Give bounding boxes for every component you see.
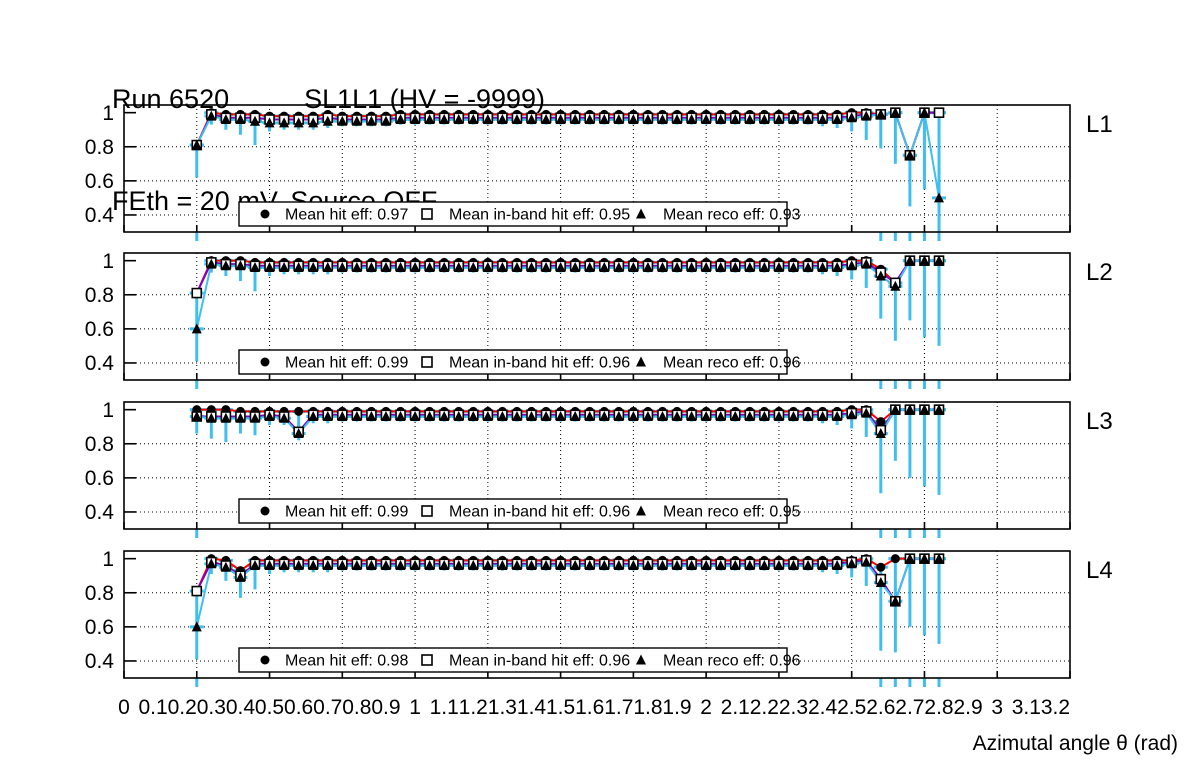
panel-l4: Mean hit eff: 0.98 Mean in-band hit eff: … <box>123 550 1071 687</box>
y-tick-label: 0.6 <box>84 169 114 193</box>
x-tick-label: 1.4 <box>516 696 547 719</box>
legend-l2: Mean hit eff: 0.99 Mean in-band hit eff: … <box>238 349 801 375</box>
x-tick-label: 3.2 <box>1040 696 1071 719</box>
svg-text:Mean hit eff: 0.98: Mean hit eff: 0.98 <box>285 653 408 670</box>
y-tick-label: 0.4 <box>84 203 114 227</box>
svg-text:Mean in-band hit eff: 0.95: Mean in-band hit eff: 0.95 <box>449 207 630 224</box>
x-tick-label: 2.8 <box>924 696 954 719</box>
x-axis-title: Azimutal angle θ (rad) <box>972 732 1178 755</box>
svg-text:Mean hit eff: 0.99: Mean hit eff: 0.99 <box>285 504 408 521</box>
y-tick-label: 1 <box>102 547 114 571</box>
x-tick-label: 1.1 <box>429 696 459 719</box>
x-tick-label: 2.5 <box>837 696 867 719</box>
x-tick-label: 2.7 <box>895 696 925 719</box>
x-tick-label: 1.7 <box>604 696 634 719</box>
x-tick-label: 2.6 <box>866 696 896 719</box>
y-tick-label: 0.8 <box>84 432 114 456</box>
x-tick-label: 2.4 <box>807 696 838 719</box>
y-tick-label: 1 <box>102 101 114 125</box>
y-tick-label: 0.6 <box>84 317 114 341</box>
svg-text:Mean reco eff: 0.95: Mean reco eff: 0.95 <box>663 504 801 521</box>
panel-label-l2: L2 <box>1086 259 1113 286</box>
y-tick-label: 0.8 <box>84 581 114 605</box>
y-tick-label: 0.6 <box>84 466 114 490</box>
svg-text:Mean hit eff: 0.97: Mean hit eff: 0.97 <box>285 207 408 224</box>
x-tick-label: 1.8 <box>633 696 663 719</box>
x-tick-label: 1.5 <box>546 696 576 719</box>
y-tick-label: 0.4 <box>84 351 114 375</box>
svg-text:Mean in-band hit eff: 0.96: Mean in-band hit eff: 0.96 <box>449 355 630 372</box>
y-tick-label: 1 <box>102 398 114 422</box>
svg-text:Mean hit eff: 0.99: Mean hit eff: 0.99 <box>285 355 408 372</box>
svg-text:Mean in-band hit eff: 0.96: Mean in-band hit eff: 0.96 <box>449 653 630 670</box>
x-tick-label: 2.2 <box>749 696 779 719</box>
x-tick-label: 2.9 <box>953 696 983 719</box>
x-tick-label: 0.4 <box>225 696 256 719</box>
y-tick-label: 0.4 <box>84 500 114 524</box>
x-tick-label: 1 <box>409 696 421 719</box>
y-tick-label: 0.6 <box>84 615 114 639</box>
legend-l3: Mean hit eff: 0.99 Mean in-band hit eff: … <box>238 498 801 524</box>
svg-text:Mean reco eff: 0.96: Mean reco eff: 0.96 <box>663 653 801 670</box>
x-tick-label: 1.6 <box>575 696 605 719</box>
panel-label-l4: L4 <box>1086 557 1113 584</box>
svg-text:Mean reco eff: 0.93: Mean reco eff: 0.93 <box>663 207 801 224</box>
x-tick-label: 0.3 <box>196 696 226 719</box>
y-tick-label: 0.4 <box>84 649 114 673</box>
x-tick-label: 1.3 <box>487 696 517 719</box>
title-line-1: Run 6520 SL1L1 (HV = -9999) <box>112 84 546 114</box>
x-tick-label: 0.7 <box>313 696 343 719</box>
svg-text:Mean reco eff: 0.96: Mean reco eff: 0.96 <box>663 355 801 372</box>
panel-l2: Mean hit eff: 0.99 Mean in-band hit eff: … <box>123 252 1071 389</box>
x-tick-label: 2.1 <box>720 696 750 719</box>
panel-l3: Mean hit eff: 0.99 Mean in-band hit eff: … <box>123 401 1071 538</box>
svg-text:Mean in-band hit eff: 0.96: Mean in-band hit eff: 0.96 <box>449 504 630 521</box>
x-tick-label: 3 <box>991 696 1004 719</box>
x-tick-label: 0.9 <box>371 696 401 719</box>
y-tick-label: 0.8 <box>84 283 114 307</box>
x-tick-label: 0.1 <box>138 696 168 719</box>
panel-label-l1: L1 <box>1086 111 1113 138</box>
y-tick-label: 1 <box>102 249 114 273</box>
panel-label-l3: L3 <box>1086 408 1113 435</box>
x-tick-label: 0.8 <box>342 696 372 719</box>
y-tick-label: 0.8 <box>84 135 114 159</box>
x-tick-label: 2.3 <box>778 696 809 719</box>
x-tick-label: 3.1 <box>1011 696 1041 719</box>
x-tick-label: 0.5 <box>254 696 285 719</box>
x-tick-label: 1.9 <box>662 696 692 719</box>
x-tick-label: 2 <box>700 696 712 719</box>
legend-l4: Mean hit eff: 0.98 Mean in-band hit eff: … <box>238 647 801 673</box>
x-tick-label: 0.6 <box>284 696 314 719</box>
legend-l1: Mean hit eff: 0.97 Mean in-band hit eff: … <box>238 201 801 227</box>
x-tick-label: 0.2 <box>167 696 197 719</box>
x-tick-label: 1.2 <box>458 696 488 719</box>
x-tick-label: 0 <box>118 696 130 719</box>
panel-l1: Mean hit eff: 0.97 Mean in-band hit eff: … <box>123 104 1071 241</box>
